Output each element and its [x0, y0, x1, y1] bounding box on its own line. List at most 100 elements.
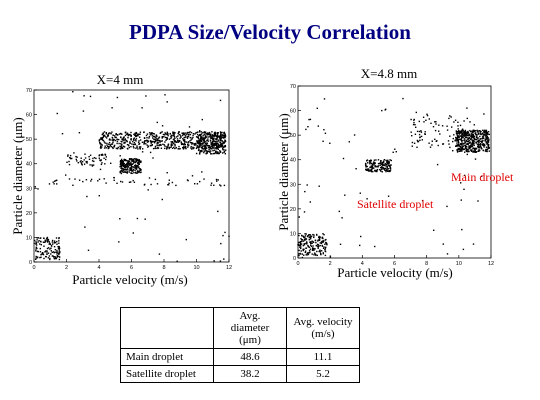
data-point — [471, 132, 473, 134]
data-point — [57, 245, 59, 248]
data-point — [464, 151, 466, 153]
data-point — [472, 147, 475, 149]
data-point — [56, 240, 58, 243]
x-tick-label: 10 — [193, 265, 199, 271]
data-point — [168, 146, 170, 149]
data-point — [204, 132, 206, 134]
data-point — [442, 143, 445, 145]
data-point — [137, 164, 139, 166]
data-point — [431, 144, 433, 146]
data-point — [223, 132, 225, 134]
data-point — [483, 143, 485, 145]
data-point — [182, 132, 184, 134]
data-point — [101, 144, 103, 146]
data-point — [219, 260, 222, 262]
data-point — [481, 140, 483, 142]
data-point — [326, 244, 328, 246]
data-point — [470, 130, 472, 133]
data-point — [456, 136, 459, 138]
x-tick-label: 0 — [32, 265, 35, 271]
data-point — [416, 139, 419, 142]
data-point — [115, 133, 117, 136]
data-point — [485, 140, 487, 142]
data-point — [477, 145, 479, 147]
data-point — [193, 143, 196, 145]
data-point — [122, 169, 124, 171]
data-point — [212, 139, 215, 141]
data-point — [369, 166, 372, 168]
data-point — [188, 144, 190, 146]
data-point — [174, 147, 176, 150]
data-point — [476, 138, 478, 141]
data-point — [467, 151, 469, 153]
data-point — [68, 178, 71, 180]
data-point — [365, 162, 367, 165]
data-point — [369, 162, 371, 165]
data-point — [447, 140, 450, 142]
data-point — [58, 252, 61, 254]
data-point — [132, 179, 134, 182]
data-point — [117, 134, 119, 136]
data-point — [314, 248, 316, 250]
y-tick-label: 70 — [26, 88, 32, 94]
data-point — [39, 251, 42, 253]
data-point — [143, 184, 146, 186]
data-point — [212, 141, 214, 143]
data-point — [173, 139, 176, 142]
data-point — [148, 136, 151, 138]
data-point — [208, 133, 211, 135]
data-point — [130, 138, 132, 140]
data-point — [127, 133, 129, 135]
data-point — [222, 143, 224, 145]
data-point — [155, 135, 157, 137]
data-point — [143, 141, 146, 143]
data-point — [200, 139, 203, 142]
data-point — [217, 147, 219, 150]
data-point — [299, 246, 301, 248]
data-point — [446, 205, 448, 208]
data-point — [180, 142, 183, 144]
data-point — [463, 132, 465, 134]
data-point — [47, 240, 49, 242]
data-point — [167, 143, 170, 145]
data-point — [120, 162, 122, 164]
data-point — [54, 180, 56, 182]
data-point — [215, 178, 218, 181]
data-point — [368, 161, 371, 163]
data-point — [56, 183, 58, 185]
data-point — [135, 135, 137, 138]
data-point — [388, 161, 390, 163]
data-point — [164, 145, 166, 147]
data-point — [40, 256, 42, 258]
data-point — [360, 235, 362, 238]
data-point — [108, 143, 110, 145]
data-point — [307, 246, 310, 248]
data-point — [479, 144, 481, 146]
data-point — [472, 140, 474, 142]
data-point — [209, 135, 211, 138]
data-point — [370, 159, 372, 161]
data-point — [112, 141, 114, 144]
data-point — [84, 226, 86, 228]
data-point — [124, 138, 126, 140]
data-point — [102, 133, 104, 136]
data-point — [472, 141, 474, 143]
data-point — [121, 147, 124, 150]
data-point — [198, 142, 200, 144]
data-point — [369, 170, 371, 172]
data-point — [439, 133, 441, 135]
data-point — [224, 139, 226, 141]
data-point — [486, 141, 489, 143]
x-tick-label: 4 — [361, 261, 364, 267]
y-tick-label: 20 — [290, 207, 296, 213]
data-point — [126, 164, 128, 167]
data-point — [483, 113, 485, 115]
data-point — [51, 251, 53, 253]
data-point — [112, 140, 114, 142]
data-point — [368, 169, 370, 172]
data-point — [123, 171, 125, 173]
data-point — [128, 181, 131, 183]
data-point — [479, 138, 481, 140]
data-point — [50, 245, 53, 247]
data-point — [223, 258, 225, 260]
